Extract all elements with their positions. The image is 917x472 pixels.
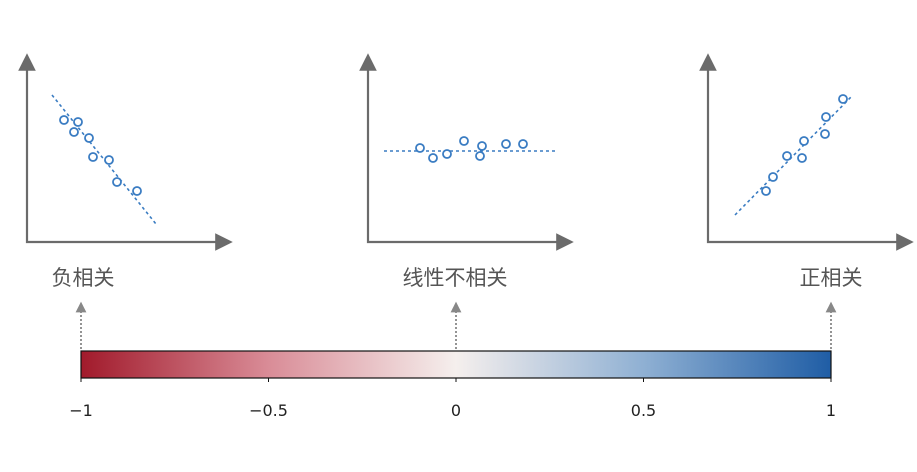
point — [104, 155, 114, 165]
point — [821, 112, 831, 122]
point — [501, 139, 511, 149]
point — [820, 129, 830, 139]
axes — [18, 53, 233, 251]
point — [518, 139, 528, 149]
point — [415, 143, 425, 153]
tick-label: 0.5 — [631, 401, 656, 420]
panel-positive: 正相关 — [699, 53, 914, 290]
point — [768, 172, 778, 182]
point — [59, 115, 69, 125]
trend-line — [51, 94, 157, 225]
axes — [359, 53, 574, 251]
point — [88, 152, 98, 162]
colorbar-ticks: −1 −0.5 0 0.5 1 — [69, 378, 836, 420]
panel-none: 线性不相关 — [359, 53, 574, 290]
point — [132, 186, 142, 196]
point — [73, 117, 83, 127]
points — [415, 136, 528, 163]
points — [59, 115, 142, 196]
colorbar — [80, 350, 832, 379]
point — [761, 186, 771, 196]
tick-label: 0 — [451, 401, 461, 420]
point — [797, 153, 807, 163]
tick-label: 1 — [826, 401, 836, 420]
point — [838, 94, 848, 104]
point — [428, 153, 438, 163]
point — [782, 151, 792, 161]
panel-label: 线性不相关 — [403, 266, 508, 290]
point — [112, 177, 122, 187]
panel-negative: 负相关 — [18, 53, 233, 290]
point — [799, 136, 809, 146]
point — [69, 127, 79, 137]
point — [84, 133, 94, 143]
point — [477, 141, 487, 151]
point — [459, 136, 469, 146]
trend-line — [734, 95, 853, 216]
point — [442, 149, 452, 159]
tick-label: −1 — [69, 401, 93, 420]
tick-label: −0.5 — [249, 401, 288, 420]
point — [475, 151, 485, 161]
axes — [699, 53, 914, 251]
points — [761, 94, 848, 196]
panel-label: 正相关 — [800, 266, 863, 290]
panel-label: 负相关 — [52, 266, 115, 290]
